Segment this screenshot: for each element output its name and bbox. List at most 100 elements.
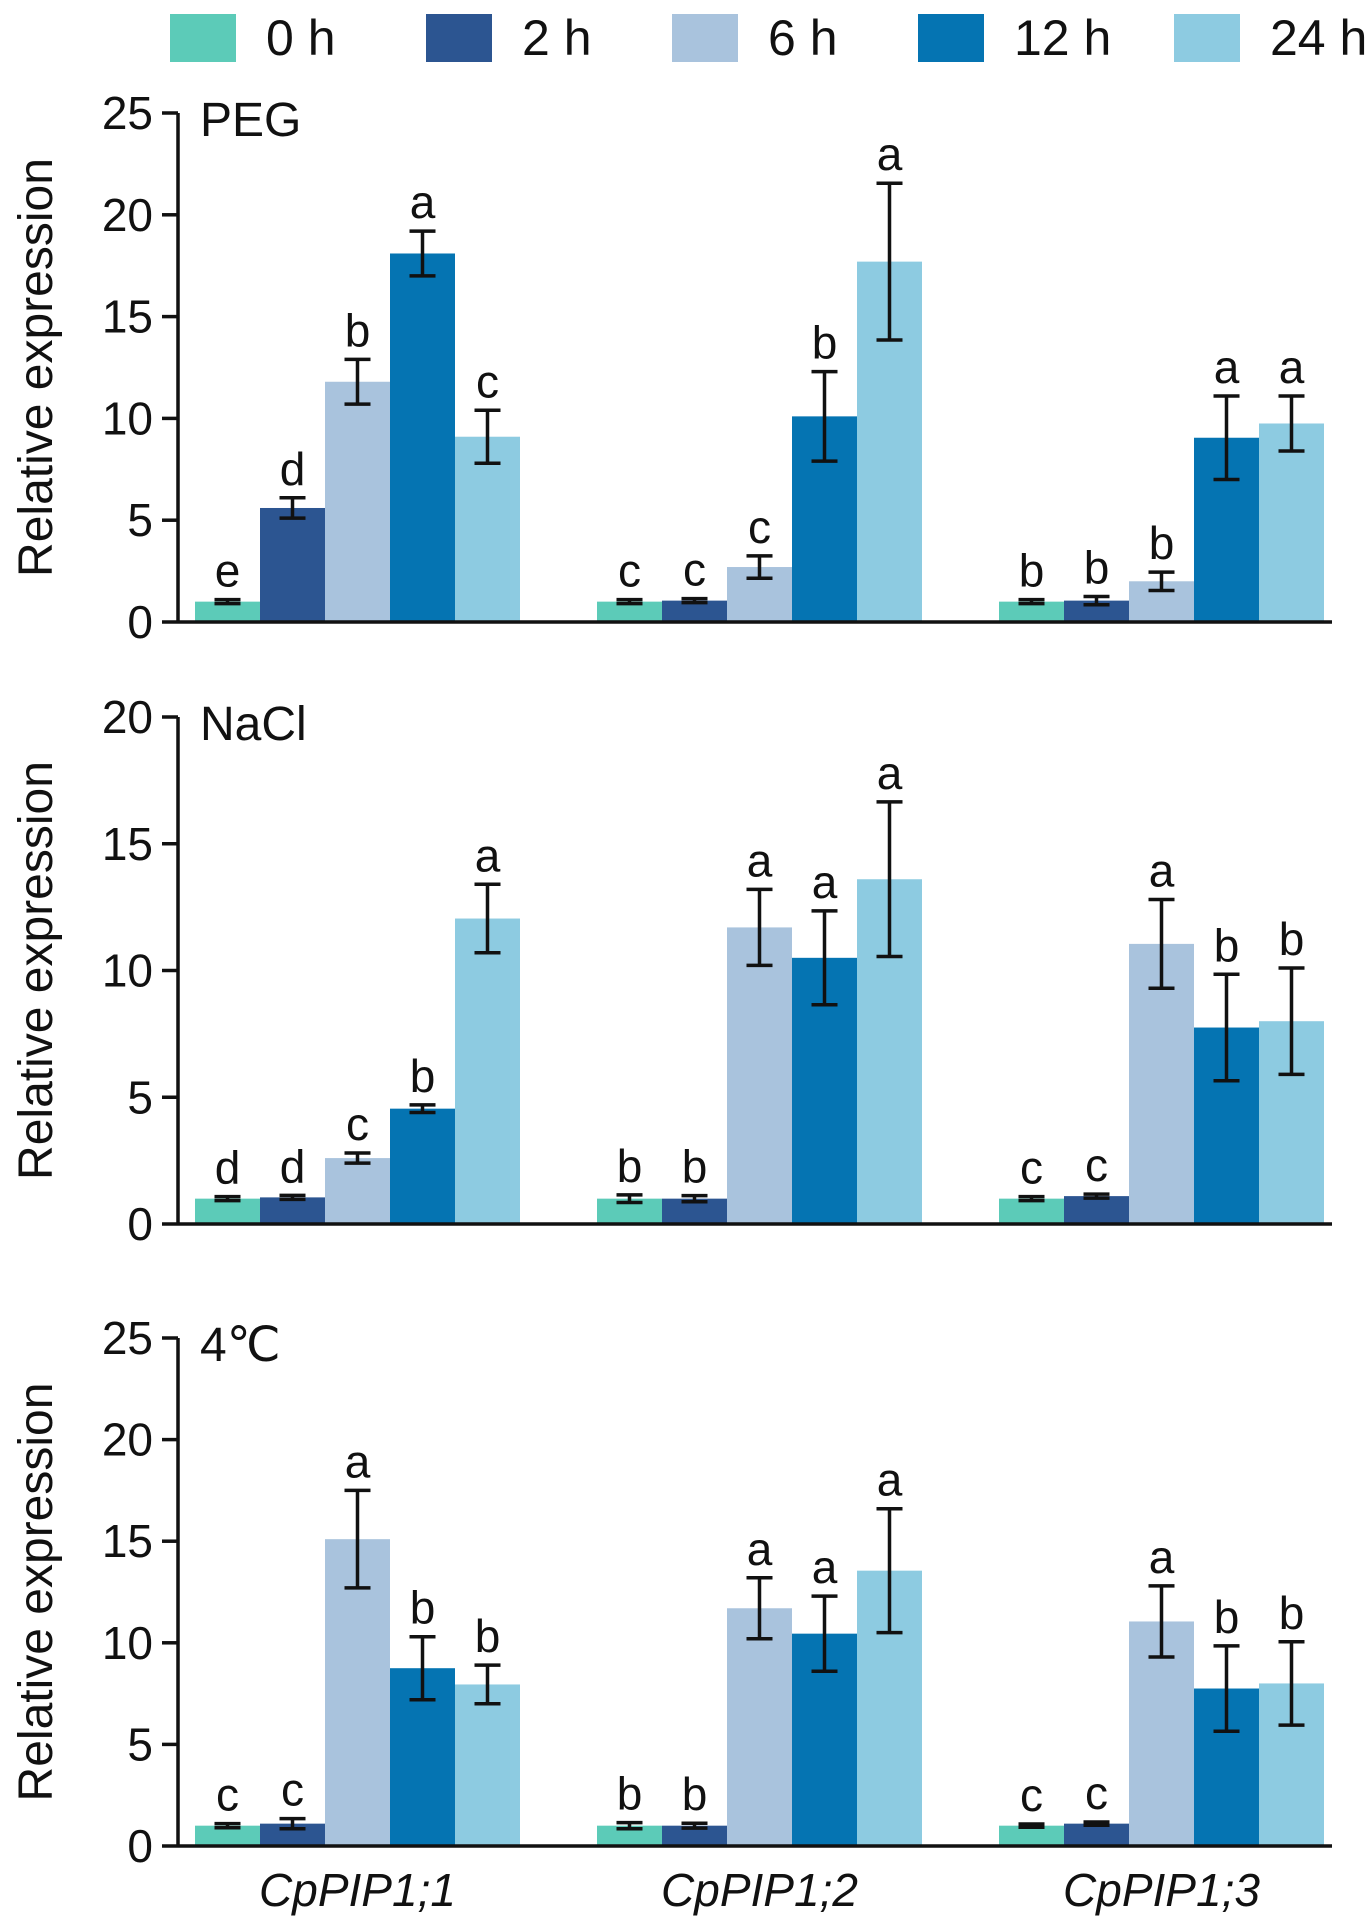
- significance-letter: b: [410, 1050, 436, 1102]
- error-bar: [1083, 594, 1110, 607]
- significance-letter: a: [747, 834, 773, 886]
- significance-letter: d: [215, 1142, 241, 1194]
- bar-6h-1: [325, 381, 390, 622]
- panel-title: PEG: [200, 94, 301, 147]
- y-axis-label: Relative expression: [10, 158, 63, 577]
- significance-letter: e: [215, 545, 241, 597]
- bar-0h-1: [195, 1198, 260, 1224]
- significance-letter: b: [682, 1141, 708, 1193]
- bar-24h-1: [455, 1684, 520, 1846]
- legend-item-6h: 6 h: [672, 10, 838, 66]
- panel-title: NaCl: [200, 698, 307, 751]
- significance-letter: a: [345, 1435, 371, 1487]
- significance-letter: a: [1279, 341, 1305, 393]
- error-bar: [474, 1663, 501, 1706]
- error-bar: [1213, 972, 1240, 1083]
- significance-letter: a: [747, 1523, 773, 1575]
- error-bar: [616, 1193, 643, 1205]
- significance-letter: c: [216, 1769, 239, 1821]
- significance-letter: a: [475, 829, 501, 881]
- error-bar: [1018, 597, 1045, 606]
- legend-swatch-24h: [1174, 14, 1240, 62]
- bar-0h-3: [999, 601, 1064, 622]
- error-bar: [746, 887, 773, 968]
- y-tick-label: 15: [102, 291, 153, 343]
- bar-2h-2: [662, 600, 727, 622]
- y-tick-label: 5: [127, 1718, 153, 1770]
- error-bar: [409, 229, 436, 278]
- error-bar: [279, 1193, 306, 1202]
- error-bar: [409, 1634, 436, 1702]
- significance-letter: b: [682, 1768, 708, 1820]
- significance-letter: b: [1084, 542, 1110, 594]
- error-bar: [1148, 570, 1175, 593]
- y-tick-label: 0: [127, 596, 153, 648]
- legend-item-2h: 2 h: [426, 10, 592, 66]
- significance-letter: b: [1279, 1587, 1305, 1639]
- error-bar: [344, 1488, 371, 1590]
- bar-12h-1: [390, 253, 455, 622]
- legend-item-12h: 12 h: [918, 10, 1111, 66]
- significance-letter: c: [618, 545, 641, 597]
- bar-2h-3: [1064, 1196, 1129, 1224]
- bar-6h-2: [727, 1608, 792, 1846]
- bar-0h-3: [999, 1825, 1064, 1846]
- significance-letter: c: [346, 1098, 369, 1150]
- bar-2h-2: [662, 1825, 727, 1846]
- legend-swatch-2h: [426, 14, 492, 62]
- legend-label-0h: 0 h: [266, 10, 336, 66]
- significance-letter: c: [748, 501, 771, 553]
- significance-letter: b: [1019, 545, 1045, 597]
- bar-2h-3: [1064, 600, 1129, 622]
- y-tick-label: 0: [127, 1820, 153, 1872]
- y-tick-label: 20: [102, 691, 153, 743]
- bar-6h-3: [1129, 943, 1194, 1224]
- error-bar: [1083, 1820, 1110, 1828]
- error-bar: [1148, 897, 1175, 990]
- error-bar: [811, 909, 838, 1007]
- error-bar: [681, 1821, 708, 1830]
- significance-letter: a: [877, 128, 903, 180]
- significance-letter: b: [410, 1582, 436, 1634]
- y-axis-label: Relative expression: [10, 1383, 63, 1802]
- bar-6h-3: [1129, 1621, 1194, 1846]
- y-tick-label: 20: [102, 1414, 153, 1466]
- significance-letter: a: [812, 1541, 838, 1593]
- y-tick-label: 0: [127, 1198, 153, 1250]
- y-tick-label: 5: [127, 494, 153, 546]
- bar-2h-3: [1064, 1823, 1129, 1846]
- significance-letter: d: [280, 443, 306, 495]
- y-tick-label: 10: [102, 392, 153, 444]
- bar-24h-1: [455, 918, 520, 1224]
- significance-letter: a: [410, 176, 436, 228]
- legend-label-12h: 12 h: [1014, 10, 1112, 66]
- legend-swatch-6h: [672, 14, 738, 62]
- error-bar: [214, 597, 241, 606]
- bar-0h-1: [195, 1825, 260, 1846]
- significance-letter: b: [345, 304, 371, 356]
- error-bar: [474, 882, 501, 955]
- error-bar: [876, 181, 903, 342]
- legend-label-6h: 6 h: [768, 10, 838, 66]
- significance-letter: c: [476, 355, 499, 407]
- error-bar: [681, 596, 708, 605]
- error-bar: [616, 1820, 643, 1831]
- bar-6h-1: [325, 1539, 390, 1846]
- bar-2h-1: [260, 507, 325, 622]
- y-tick-label: 20: [102, 189, 153, 241]
- significance-letter: d: [280, 1140, 306, 1192]
- bar-2h-1: [260, 1823, 325, 1846]
- error-bar: [811, 369, 838, 463]
- significance-letter: b: [617, 1140, 643, 1192]
- error-bar: [279, 1816, 306, 1831]
- significance-letter: b: [617, 1768, 643, 1820]
- significance-letter: c: [281, 1764, 304, 1816]
- significance-letter: b: [1214, 1591, 1240, 1643]
- category-label: CpPIP1;3: [1063, 1864, 1260, 1916]
- error-bar: [1213, 394, 1240, 482]
- bar-0h-3: [999, 1198, 1064, 1224]
- significance-letter: c: [1020, 1769, 1043, 1821]
- significance-letter: c: [683, 544, 706, 596]
